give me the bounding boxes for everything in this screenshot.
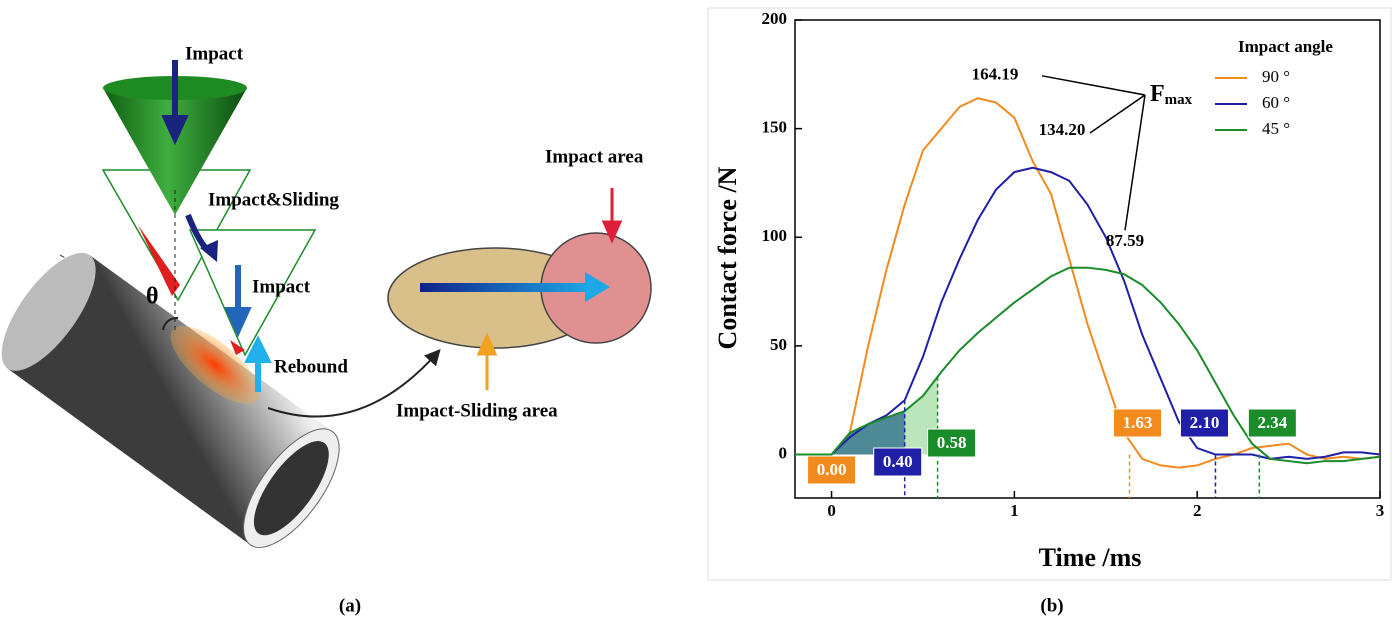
leader-line [1124, 94, 1146, 231]
arrow-head [585, 272, 610, 302]
arrow [420, 283, 590, 292]
pipe-hole [253, 441, 329, 536]
label: Rebound [274, 356, 348, 377]
x-axis-label: Time /ms [1039, 543, 1142, 572]
angle-arc [162, 316, 179, 331]
time-box [1247, 408, 1297, 438]
y-tick-label: 150 [762, 118, 788, 137]
y-tick-label: 0 [779, 443, 788, 462]
chart: Time /ms Contact force /N (b) Impact ang… [713, 37, 1333, 616]
series-line [795, 166, 1381, 460]
peak-label: 87.59 [1106, 231, 1144, 250]
series-line [795, 266, 1381, 465]
contact-zone [170, 325, 260, 405]
annotation: Fmax [1150, 81, 1193, 109]
connector [267, 349, 441, 418]
y-axis-label: Contact force /N [713, 166, 742, 349]
caption: (a) [339, 595, 361, 616]
time-label: 0.00 [817, 460, 847, 479]
leader-line [1089, 94, 1146, 134]
legend-label: 60 ° [1262, 93, 1290, 112]
x-tick-label: 3 [1376, 501, 1385, 520]
arrow [224, 265, 252, 338]
arrow [476, 332, 498, 390]
label: θ [146, 284, 159, 310]
label: Impact-Sliding area [396, 400, 558, 421]
arrow [161, 60, 189, 146]
time-label: 1.63 [1123, 413, 1153, 432]
annotation-text: F [1150, 81, 1165, 107]
time-label: 2.34 [1257, 413, 1287, 432]
label: Impact area [545, 146, 644, 167]
time-box [807, 455, 857, 485]
panel-frame [707, 7, 1392, 581]
time-label: 0.58 [937, 433, 967, 452]
leader-line [1041, 75, 1146, 96]
series-line [795, 97, 1381, 469]
y-tick-label: 100 [762, 226, 788, 245]
pipe [1, 252, 340, 548]
legend-title: Impact angle [1238, 37, 1333, 56]
wear-mark [230, 340, 245, 355]
x-tick-label: 2 [1193, 501, 1202, 520]
legend-label: 45 ° [1262, 119, 1290, 138]
arrow [244, 335, 272, 392]
pipe-body [7, 255, 333, 545]
shade [831, 411, 905, 455]
peak-label: 134.20 [1039, 120, 1086, 139]
cone [103, 88, 247, 215]
x-tick-label: 1 [1010, 501, 1019, 520]
label: Impact [185, 43, 244, 64]
time-box [927, 428, 977, 458]
annotation-subscript: max [1165, 92, 1193, 108]
label: Impact&Sliding [208, 189, 339, 210]
plot-frame [794, 19, 1381, 499]
diagram: Impact Impact&Sliding Impact Rebound θ I… [1, 43, 652, 616]
arrow-head [200, 240, 218, 262]
wear-mark [138, 225, 180, 296]
peak-label: 164.19 [972, 65, 1019, 84]
time-box [1179, 408, 1229, 438]
tool-outline [188, 229, 317, 357]
label: Impact [252, 276, 311, 297]
time-box [873, 447, 923, 477]
time-label: 2.10 [1190, 413, 1220, 432]
x-tick-label: 0 [827, 501, 836, 520]
time-label: 0.40 [883, 452, 913, 471]
time-box [1113, 408, 1163, 438]
y-tick-label: 200 [762, 9, 788, 28]
pipe-back [1, 252, 96, 371]
y-tick-label: 50 [770, 335, 787, 354]
legend-label: 90 ° [1262, 67, 1290, 86]
caption: (b) [1040, 595, 1063, 616]
arrow [601, 188, 623, 244]
